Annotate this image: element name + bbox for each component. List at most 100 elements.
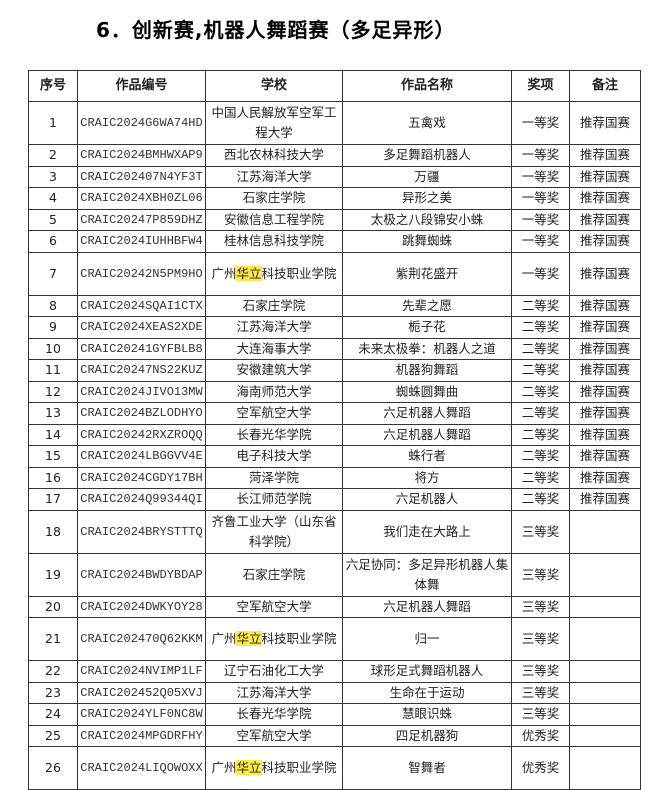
- cell-award: 三等奖: [511, 552, 570, 597]
- table-row: 6 CRAIC2024IUHHBFW4 桂林信息科技学院 跳舞蜘蛛 一等奖 推荐国赛: [28, 230, 641, 253]
- cell-work-name: 栀子花: [342, 316, 512, 339]
- highlight: 华立: [236, 631, 262, 646]
- cell-note: 推荐国赛: [569, 230, 641, 253]
- cell-code: CRAIC2024Q99344QI: [77, 488, 206, 511]
- cell-school: 石家庄学院: [205, 294, 343, 317]
- cell-school: 广州华立科技职业学院: [205, 746, 343, 790]
- cell-note: [569, 681, 641, 704]
- cell-note: 推荐国赛: [569, 488, 641, 511]
- table-row: 17 CRAIC2024Q99344QI 长江师范学院 六足机器人 二等奖 推荐国赛: [28, 488, 641, 511]
- cell-work-name: 归一: [342, 617, 512, 661]
- cell-school: 江苏海洋大学: [205, 316, 343, 339]
- table-row: 18 CRAIC2024BRYSTTTQ 齐鲁工业大学（山东省科学院） 我们走在大路上…: [28, 509, 641, 554]
- cell-award: 三等奖: [511, 660, 570, 683]
- cell-work-name: 六足机器人舞蹈: [342, 423, 512, 446]
- cell-award: 三等奖: [511, 617, 570, 661]
- table-row: 8 CRAIC2024SQAI1CTX 石家庄学院 先辈之愿 二等奖 推荐国赛: [28, 294, 641, 317]
- cell-index: 10: [28, 337, 78, 360]
- cell-code: CRAIC2024DWKYOY28: [77, 595, 206, 618]
- cell-code: CRAIC2024BRYSTTTQ: [77, 509, 206, 554]
- cell-note: [569, 509, 641, 554]
- cell-note: 推荐国赛: [569, 208, 641, 231]
- cell-note: 推荐国赛: [569, 165, 641, 188]
- cell-index: 8: [28, 294, 78, 317]
- cell-work-name: 六足协同：多足异形机器人集体舞: [342, 552, 512, 597]
- cell-note: 推荐国赛: [569, 402, 641, 425]
- cell-code: CRAIC202452Q05XVJ: [77, 681, 206, 704]
- cell-index: 19: [28, 552, 78, 597]
- cell-school: 广州华立科技职业学院: [205, 617, 343, 661]
- cell-code: CRAIC202470Q62KKM: [77, 617, 206, 661]
- cell-award: 三等奖: [511, 595, 570, 618]
- cell-award: 优秀奖: [511, 746, 570, 790]
- cell-code: CRAIC20242N5PM9HO: [77, 251, 206, 296]
- cell-note: 推荐国赛: [569, 187, 641, 210]
- cell-index: 17: [28, 488, 78, 511]
- table-header: 序号 作品编号 学校 作品名称 奖项 备注: [28, 70, 641, 102]
- cell-code: CRAIC2024G6WA74HD: [77, 101, 206, 145]
- cell-index: 18: [28, 509, 78, 554]
- page-title: 6．创新赛,机器人舞蹈赛（多足异形）: [96, 18, 456, 42]
- cell-index: 23: [28, 681, 78, 704]
- cell-index: 15: [28, 445, 78, 468]
- cell-award: 二等奖: [511, 359, 570, 382]
- cell-award: 二等奖: [511, 402, 570, 425]
- cell-note: [569, 617, 641, 661]
- cell-school: 桂林信息科技学院: [205, 230, 343, 253]
- cell-award: 二等奖: [511, 423, 570, 446]
- cell-index: 2: [28, 144, 78, 167]
- cell-work-name: 将方: [342, 466, 512, 489]
- cell-school: 安徽信息工程学院: [205, 208, 343, 231]
- cell-work-name: 先辈之愿: [342, 294, 512, 317]
- cell-note: [569, 660, 641, 683]
- cell-school: 空军航空大学: [205, 402, 343, 425]
- cell-note: 推荐国赛: [569, 337, 641, 360]
- cell-index: 22: [28, 660, 78, 683]
- table-row: 4 CRAIC2024XBH0ZL06 石家庄学院 异形之美 一等奖 推荐国赛: [28, 187, 641, 210]
- cell-school: 齐鲁工业大学（山东省科学院）: [205, 509, 343, 554]
- cell-school: 长江师范学院: [205, 488, 343, 511]
- cell-note: 推荐国赛: [569, 251, 641, 296]
- table-row: 15 CRAIC2024LBGGVV4E 电子科技大学 蛛行者 二等奖 推荐国赛: [28, 445, 641, 468]
- table-row: 10 CRAIC20241GYFBLB8 大连海事大学 未来太极拳：机器人之道 二等奖推…: [28, 337, 641, 360]
- cell-school: 电子科技大学: [205, 445, 343, 468]
- table-row: 3 CRAIC202407N4YF3T 江苏海洋大学 万疆 一等奖 推荐国赛: [28, 165, 641, 188]
- table-row: 24 CRAIC2024YLF0NC8W 长春光华学院 慧眼识蛛 三等奖: [28, 703, 641, 726]
- cell-index: 13: [28, 402, 78, 425]
- cell-school: 菏泽学院: [205, 466, 343, 489]
- table-row: 5 CRAIC20247P859DHZ 安徽信息工程学院 太极之八段锦安小蛛 一等奖 推荐…: [28, 208, 641, 231]
- cell-work-name: 多足舞蹈机器人: [342, 144, 512, 167]
- cell-code: CRAIC2024SQAI1CTX: [77, 294, 206, 317]
- cell-note: 推荐国赛: [569, 380, 641, 403]
- cell-index: 3: [28, 165, 78, 188]
- cell-school: 长春光华学院: [205, 423, 343, 446]
- table-row: 26 CRAIC2024LIQOWOXX 广州华立科技职业学院 智舞者 优秀奖: [28, 746, 641, 790]
- cell-index: 24: [28, 703, 78, 726]
- cell-work-name: 万疆: [342, 165, 512, 188]
- cell-work-name: 六足机器人舞蹈: [342, 402, 512, 425]
- cell-note: [569, 552, 641, 597]
- cell-school: 西北农林科技大学: [205, 144, 343, 167]
- cell-work-name: 慧眼识蛛: [342, 703, 512, 726]
- cell-index: 20: [28, 595, 78, 618]
- cell-index: 11: [28, 359, 78, 382]
- cell-work-name: 五禽戏: [342, 101, 512, 145]
- cell-award: 二等奖: [511, 294, 570, 317]
- cell-school: 大连海事大学: [205, 337, 343, 360]
- cell-note: [569, 724, 641, 747]
- table-row: 19 CRAIC2024BWDYBDAP 石家庄学院 六足协同：多足异形机器人集体舞三…: [28, 552, 641, 597]
- cell-school: 中国人民解放军空军工程大学: [205, 101, 343, 145]
- table-row: 9 CRAIC2024XEAS2XDE 江苏海洋大学 栀子花 二等奖 推荐国赛: [28, 316, 641, 339]
- cell-index: 25: [28, 724, 78, 747]
- cell-school: 海南师范大学: [205, 380, 343, 403]
- cell-award: 二等奖: [511, 445, 570, 468]
- cell-code: CRAIC2024NVIMP1LF: [77, 660, 206, 683]
- table-row: 20 CRAIC2024DWKYOY28 空军航空大学 六足机器人舞蹈 三等奖: [28, 595, 641, 618]
- cell-note: 推荐国赛: [569, 423, 641, 446]
- header-work-name: 作品名称: [342, 70, 512, 102]
- header-code: 作品编号: [77, 70, 206, 102]
- cell-index: 16: [28, 466, 78, 489]
- cell-note: [569, 746, 641, 790]
- table-row: 7 CRAIC20242N5PM9HO 广州华立科技职业学院 紫荆花盛开 一等奖 推荐国赛: [28, 251, 641, 296]
- cell-school: 安徽建筑大学: [205, 359, 343, 382]
